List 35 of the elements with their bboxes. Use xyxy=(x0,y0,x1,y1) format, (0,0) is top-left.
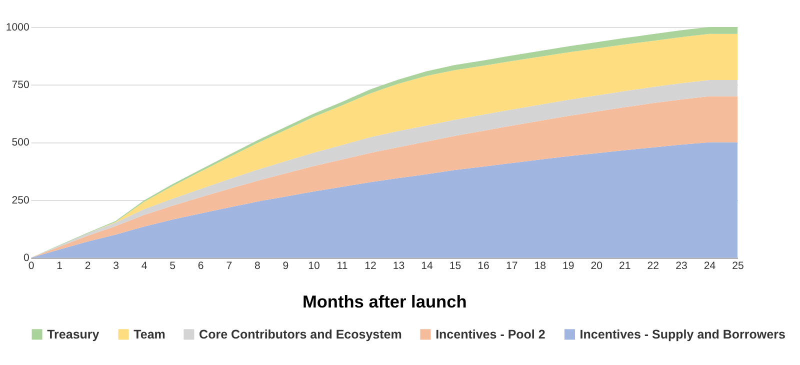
x-tick-label: 24 xyxy=(704,260,716,272)
x-tick-label: 12 xyxy=(364,260,376,272)
x-axis-title: Months after launch xyxy=(302,291,467,312)
x-tick-label: 13 xyxy=(392,260,405,272)
y-tick-label: 750 xyxy=(12,79,30,92)
x-tick-label: 7 xyxy=(226,260,232,272)
x-tick-label: 4 xyxy=(141,260,148,272)
x-tick-label: 25 xyxy=(732,260,744,272)
x-tick-label: 3 xyxy=(113,260,120,272)
legend-label: Team xyxy=(134,327,166,342)
x-tick-label: 21 xyxy=(619,260,631,272)
x-tick-label: 6 xyxy=(198,260,204,272)
x-tick-label: 5 xyxy=(170,260,176,272)
x-tick-label: 22 xyxy=(647,260,660,272)
x-tick-label: 23 xyxy=(676,260,688,272)
x-tick-label: 1 xyxy=(56,260,63,272)
legend-label: Treasury xyxy=(47,327,100,342)
y-tick-label: 500 xyxy=(12,136,30,149)
x-tick-label: 14 xyxy=(421,260,434,272)
x-tick-label: 11 xyxy=(336,260,348,272)
x-tick-label: 20 xyxy=(590,260,603,272)
legend-label: Incentives - Supply and Borrowers xyxy=(580,327,786,342)
x-tick-label: 17 xyxy=(506,260,518,272)
x-tick-label: 18 xyxy=(534,260,546,272)
legend-label: Incentives - Pool 2 xyxy=(436,327,546,342)
x-tick-label: 8 xyxy=(254,260,260,272)
y-tick-label: 1000 xyxy=(6,21,30,34)
x-tick-label: 10 xyxy=(308,260,320,272)
x-tick-label: 9 xyxy=(282,260,289,272)
x-tick-label: 19 xyxy=(562,260,574,272)
y-tick-label: 250 xyxy=(12,194,30,206)
x-tick-label: 16 xyxy=(478,260,490,272)
x-tick-label: 15 xyxy=(449,260,462,272)
legend-label: Core Contributors and Ecosystem xyxy=(199,327,402,342)
x-tick-label: 2 xyxy=(84,260,91,272)
